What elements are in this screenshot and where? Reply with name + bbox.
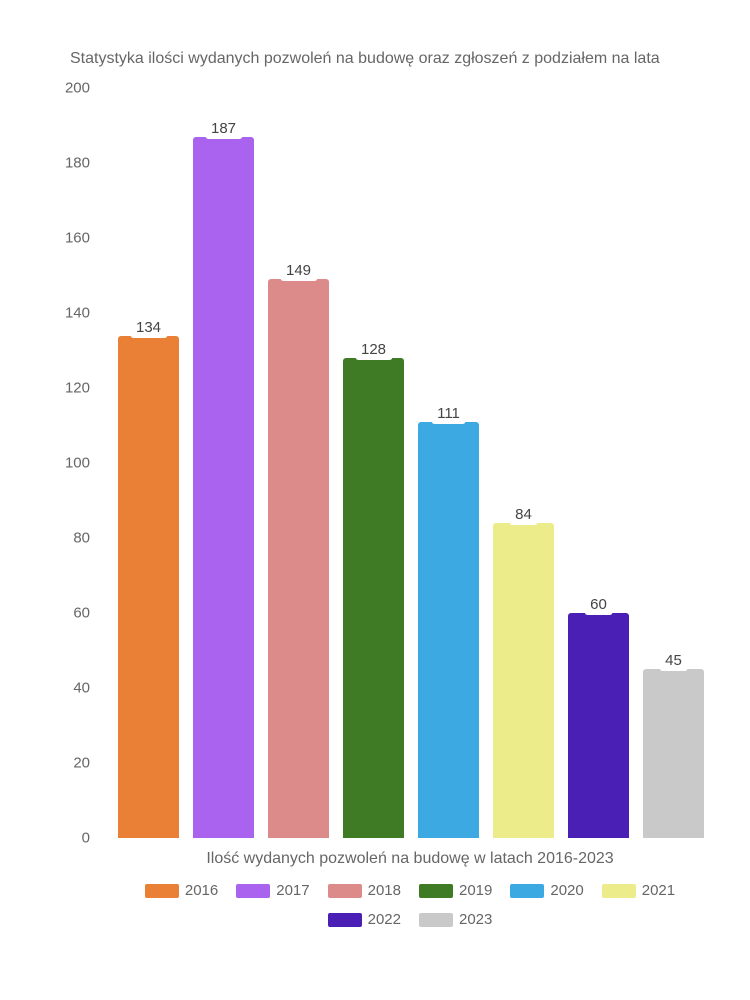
- chart-area: 020406080100120140160180200 134187149128…: [40, 88, 710, 838]
- legend-swatch: [328, 884, 362, 898]
- bar: [193, 137, 255, 838]
- y-tick: 0: [82, 830, 90, 847]
- bar: [493, 523, 555, 838]
- bar: [568, 613, 630, 838]
- bar-value-label: 45: [659, 650, 688, 671]
- legend-label: 2023: [459, 911, 492, 928]
- legend-item: 2021: [602, 882, 675, 899]
- bar-value-label: 134: [130, 317, 167, 338]
- bar-value-label: 111: [431, 403, 466, 424]
- legend-item: 2020: [510, 882, 583, 899]
- y-tick: 120: [65, 380, 90, 397]
- bar: [643, 669, 705, 838]
- legend-item: 2018: [328, 882, 401, 899]
- legend-label: 2022: [368, 911, 401, 928]
- bar: [343, 358, 405, 838]
- legend-item: 2016: [145, 882, 218, 899]
- legend-item: 2019: [419, 882, 492, 899]
- legend-item: 2023: [419, 911, 492, 928]
- y-tick: 160: [65, 230, 90, 247]
- legend-label: 2017: [276, 882, 309, 899]
- y-tick: 60: [73, 605, 90, 622]
- legend-item: 2017: [236, 882, 309, 899]
- x-axis-label: Ilość wydanych pozwoleń na budowę w lata…: [110, 850, 710, 868]
- y-tick: 200: [65, 80, 90, 97]
- y-axis: 020406080100120140160180200: [40, 88, 100, 838]
- legend: 2016 2017 2018 2019 2020 2021 2022 2023: [110, 882, 710, 928]
- bar: [418, 422, 480, 838]
- bar-value-label: 187: [205, 118, 242, 139]
- bar: [118, 336, 180, 839]
- chart-title: Statystyka ilości wydanych pozwoleń na b…: [70, 50, 710, 68]
- legend-item: 2022: [328, 911, 401, 928]
- legend-swatch: [236, 884, 270, 898]
- legend-swatch: [602, 884, 636, 898]
- legend-label: 2019: [459, 882, 492, 899]
- bar: [268, 279, 330, 838]
- legend-swatch: [419, 913, 453, 927]
- bar-value-label: 128: [355, 339, 392, 360]
- legend-swatch: [419, 884, 453, 898]
- y-tick: 180: [65, 155, 90, 172]
- y-tick: 140: [65, 305, 90, 322]
- y-tick: 20: [73, 755, 90, 772]
- y-tick: 100: [65, 455, 90, 472]
- legend-label: 2016: [185, 882, 218, 899]
- bar-value-label: 149: [280, 260, 317, 281]
- legend-label: 2018: [368, 882, 401, 899]
- y-tick: 40: [73, 680, 90, 697]
- legend-label: 2021: [642, 882, 675, 899]
- y-tick: 80: [73, 530, 90, 547]
- legend-swatch: [510, 884, 544, 898]
- legend-swatch: [328, 913, 362, 927]
- bar-value-label: 60: [584, 594, 613, 615]
- plot-area: 134 187 149 128 111 84 60 45: [110, 88, 710, 838]
- bar-value-label: 84: [509, 504, 538, 525]
- legend-swatch: [145, 884, 179, 898]
- legend-label: 2020: [550, 882, 583, 899]
